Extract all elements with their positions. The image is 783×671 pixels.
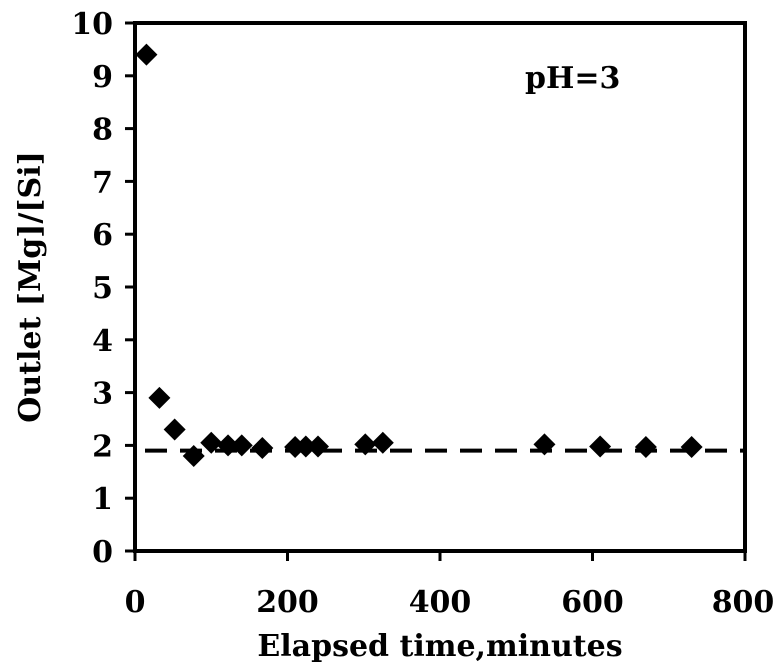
y-tick-label: 8 bbox=[92, 113, 113, 148]
data-point-diamond bbox=[371, 431, 394, 454]
data-point-diamond bbox=[634, 435, 657, 458]
x-axis-title: Elapsed time,minutes bbox=[257, 629, 622, 664]
data-point-diamond bbox=[217, 434, 240, 457]
y-tick-label: 2 bbox=[92, 429, 113, 464]
x-tick-label: 0 bbox=[125, 585, 146, 620]
data-point-diamond bbox=[135, 43, 158, 66]
data-point-diamond bbox=[354, 433, 377, 456]
y-tick-label: 6 bbox=[92, 218, 113, 253]
data-point-diamond bbox=[182, 444, 205, 467]
data-points-layer bbox=[135, 43, 703, 467]
x-tick-label: 600 bbox=[561, 585, 624, 620]
x-tick-label: 400 bbox=[409, 585, 472, 620]
y-axis-title: Outlet [Mg]/[Si] bbox=[13, 151, 48, 423]
y-tick-label: 4 bbox=[92, 324, 113, 359]
y-tick-label: 5 bbox=[92, 271, 113, 306]
x-axis-ticks: 0 200 400 600 800 bbox=[125, 551, 775, 620]
x-tick-label: 200 bbox=[256, 585, 319, 620]
y-tick-label: 10 bbox=[71, 7, 113, 42]
y-tick-label: 3 bbox=[92, 377, 113, 412]
y-tick-label: 9 bbox=[92, 60, 113, 95]
data-point-diamond bbox=[307, 435, 329, 458]
y-tick-label: 0 bbox=[92, 535, 113, 570]
data-point-diamond bbox=[200, 431, 223, 454]
data-point-diamond bbox=[680, 435, 703, 458]
data-point-diamond bbox=[589, 435, 612, 458]
y-tick-label: 7 bbox=[92, 165, 113, 200]
x-tick-label: 800 bbox=[712, 585, 775, 620]
data-point-diamond bbox=[230, 434, 253, 457]
data-point-diamond bbox=[251, 437, 274, 460]
data-point-diamond bbox=[148, 386, 171, 409]
data-point-diamond bbox=[533, 433, 556, 456]
data-point-diamond bbox=[294, 435, 317, 458]
data-point-diamond bbox=[163, 418, 186, 441]
plot-frame bbox=[133, 21, 747, 553]
ph-annotation: pH=3 bbox=[525, 61, 620, 96]
y-tick-label: 1 bbox=[92, 482, 113, 517]
y-axis-ticks: 0 1 2 3 4 5 6 7 8 9 10 bbox=[71, 7, 135, 570]
